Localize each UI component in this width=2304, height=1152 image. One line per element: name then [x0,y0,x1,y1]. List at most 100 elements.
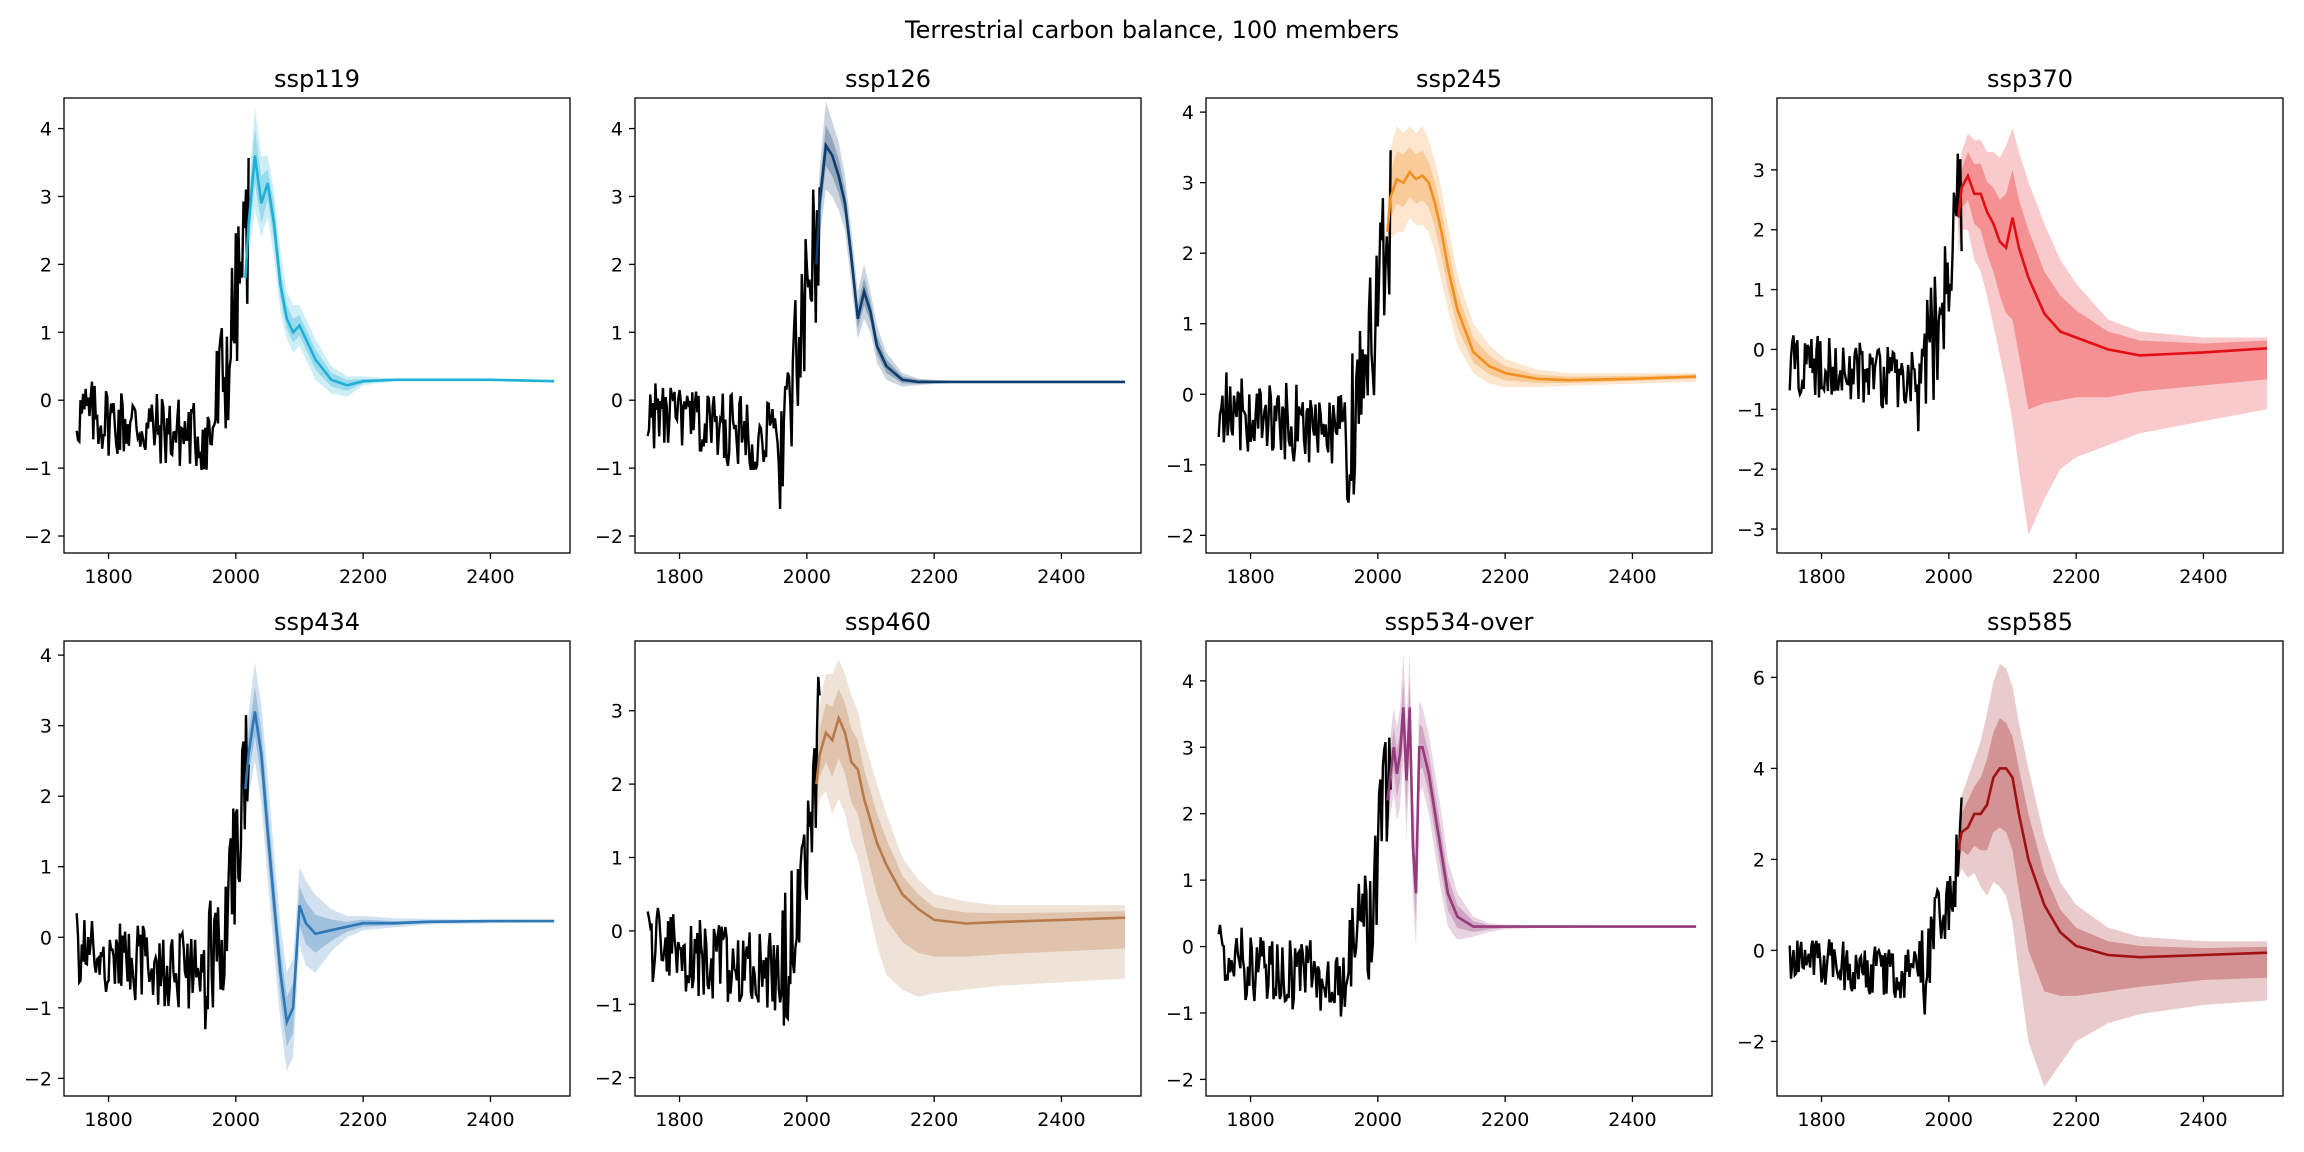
y-tick-label: 1 [1182,314,1194,336]
y-tick-label: 0 [611,921,623,943]
y-tick-label: 2 [40,786,52,808]
y-tick-label: 4 [1182,671,1194,693]
band-inner [245,128,555,391]
subplot-title: ssp534-over [1385,608,1534,636]
subplot-ssp534-over: 1800 2000 2200 2400 −2 −1 0 1 2 3 4 ssp534-over [1166,608,1713,1131]
subplot-title: ssp126 [845,65,931,93]
y-tick-label: 1 [1753,280,1765,302]
x-tick-label: 2000 [1354,1109,1402,1131]
x-tick-label: 1800 [1797,566,1845,588]
band-inner [816,688,1126,957]
median-line [815,714,1126,925]
y-tick-label: 1 [611,847,623,869]
y-tick-label: 3 [1753,160,1765,182]
plot-area [1217,126,1697,503]
subplot-ssp370: 1800 2000 2200 2400 −3 −2 −1 0 1 2 3 ssp370 [1737,65,2284,588]
band-inner [1387,147,1697,383]
x-tick-label: 2200 [2052,1109,2100,1131]
y-tick-label: 0 [1182,937,1194,959]
x-tick-label: 2400 [2179,1109,2227,1131]
x-tick-label: 1800 [84,1109,132,1131]
x-tick-label: 2000 [783,1109,831,1131]
x-tick-label: 2000 [1925,566,1973,588]
x-tick-label: 2400 [1037,1109,1085,1131]
y-tick-label: −1 [1166,455,1194,477]
y-tick-label: −2 [1166,525,1194,547]
y-tick-label: 3 [40,186,52,208]
band-inner [1958,718,2268,996]
x-tick-label: 2400 [2179,566,2227,588]
band-outer [1387,126,1697,388]
band-outer [1958,663,2268,1087]
plot-area [1788,663,2268,1087]
x-tick-label: 2400 [466,1109,514,1131]
band-outer [816,659,1126,997]
y-tick-label: −1 [24,458,52,480]
y-tick-label: 3 [611,186,623,208]
x-tick-label: 2200 [910,1109,958,1131]
historical-line [1217,150,1392,503]
historical-line [75,157,250,471]
y-tick-label: −1 [1737,399,1765,421]
y-tick-label: 4 [40,119,52,141]
y-tick-label: 1 [40,857,52,879]
historical-line [1788,153,1963,432]
axes-frame [1205,97,1713,554]
y-tick-label: −3 [1737,519,1765,541]
subplot-ssp245: 1800 2000 2200 2400 −2 −1 0 1 2 3 4 ssp245 [1166,65,1713,588]
y-tick-label: 3 [611,701,623,723]
y-tick-label: −2 [1737,459,1765,481]
x-tick-label: 2400 [1037,566,1085,588]
subplot-title: ssp585 [1987,608,2073,636]
y-tick-label: 0 [1182,384,1194,406]
x-tick-label: 2000 [212,566,260,588]
x-tick-label: 2200 [2052,566,2100,588]
axes-frame [63,97,571,554]
subplot-ssp585: 1800 2000 2200 2400 −2 0 2 4 6 ssp585 [1737,608,2284,1131]
historical-line [1217,737,1392,1017]
axes-frame [634,640,1142,1097]
axes-frame [634,97,1142,554]
y-tick-label: 0 [40,927,52,949]
y-tick-label: −2 [24,1068,52,1090]
y-tick-label: −1 [595,458,623,480]
band-inner [816,125,1126,384]
median-line [244,155,555,387]
y-tick-label: 1 [1182,870,1194,892]
median-line [815,141,1126,384]
y-tick-label: 0 [40,390,52,412]
band-inner [1958,151,2268,410]
y-tick-label: −1 [595,994,623,1016]
subplot-ssp460: 1800 2000 2200 2400 −2 −1 0 1 2 3 ssp460 [595,608,1142,1131]
median-line [1957,172,2268,357]
y-tick-label: 0 [1753,940,1765,962]
median-line [1957,767,2268,959]
x-tick-label: 1800 [1797,1109,1845,1131]
x-tick-label: 1800 [1226,566,1274,588]
median-line [244,711,555,1027]
figure-title: Terrestrial carbon balance, 100 members [905,16,1399,44]
y-tick-label: 3 [40,716,52,738]
y-tick-label: 4 [1182,102,1194,124]
x-tick-label: 2000 [783,566,831,588]
historical-line [75,715,250,1030]
y-tick-label: 2 [611,774,623,796]
x-tick-label: 2000 [1925,1109,1973,1131]
x-tick-label: 2000 [1354,566,1402,588]
y-tick-label: −1 [1166,1003,1194,1025]
y-tick-label: −2 [595,1068,623,1090]
y-tick-label: 2 [611,254,623,276]
band-outer [245,108,555,397]
axes-frame [1776,640,2284,1097]
y-tick-label: −1 [24,998,52,1020]
x-tick-label: 2200 [910,566,958,588]
band-outer [1958,127,2268,536]
y-tick-label: −2 [1166,1069,1194,1091]
y-tick-label: 3 [1182,737,1194,759]
y-tick-label: 1 [40,322,52,344]
y-tick-label: 2 [1182,243,1194,265]
band-inner [245,686,555,1047]
x-tick-label: 2200 [1481,566,1529,588]
